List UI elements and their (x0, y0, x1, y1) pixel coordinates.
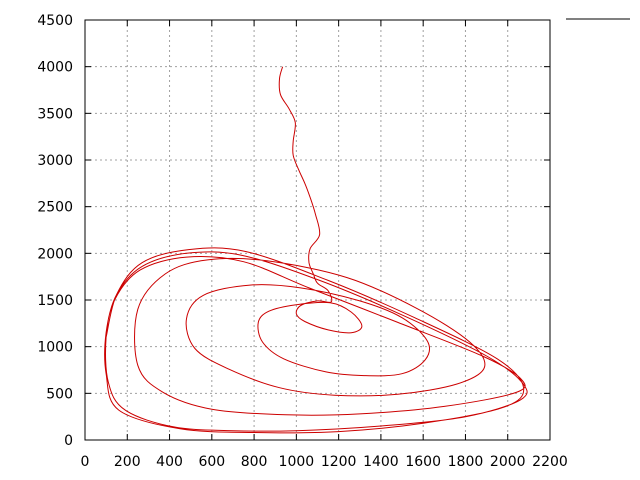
x-tick-label: 200 (114, 454, 141, 470)
axis-ticks: 0 200 400 600 800 1000 1200 1400 1600 1800 2000 220… (37, 13, 567, 470)
y-tick-label: 2500 (37, 200, 73, 216)
x-tick-label: 1600 (405, 454, 441, 470)
y-tick-label: 0 (64, 433, 73, 449)
y-tick-label: 4000 (37, 60, 73, 76)
x-tick-label: 0 (81, 454, 90, 470)
x-tick-label: 1800 (448, 454, 484, 470)
y-tick-label: 1500 (37, 293, 73, 309)
series-group (104, 66, 528, 434)
series-line (104, 66, 528, 434)
y-tick-label: 1000 (37, 340, 73, 356)
x-tick-label: 1200 (321, 454, 357, 470)
x-tick-label: 400 (156, 454, 183, 470)
x-tick-label: 1400 (363, 454, 399, 470)
x-tick-label: 2200 (532, 454, 568, 470)
x-tick-label: 1000 (279, 454, 315, 470)
y-tick-label: 3500 (37, 106, 73, 122)
plot-frame (84, 19, 551, 441)
x-tick-label: 800 (241, 454, 268, 470)
y-tick-label: 4500 (37, 13, 73, 29)
y-tick-label: 500 (46, 386, 73, 402)
y-tick-label: 2000 (37, 246, 73, 262)
x-tick-label: 600 (198, 454, 225, 470)
x-tick-label: 2000 (490, 454, 526, 470)
y-tick-label: 3000 (37, 153, 73, 169)
